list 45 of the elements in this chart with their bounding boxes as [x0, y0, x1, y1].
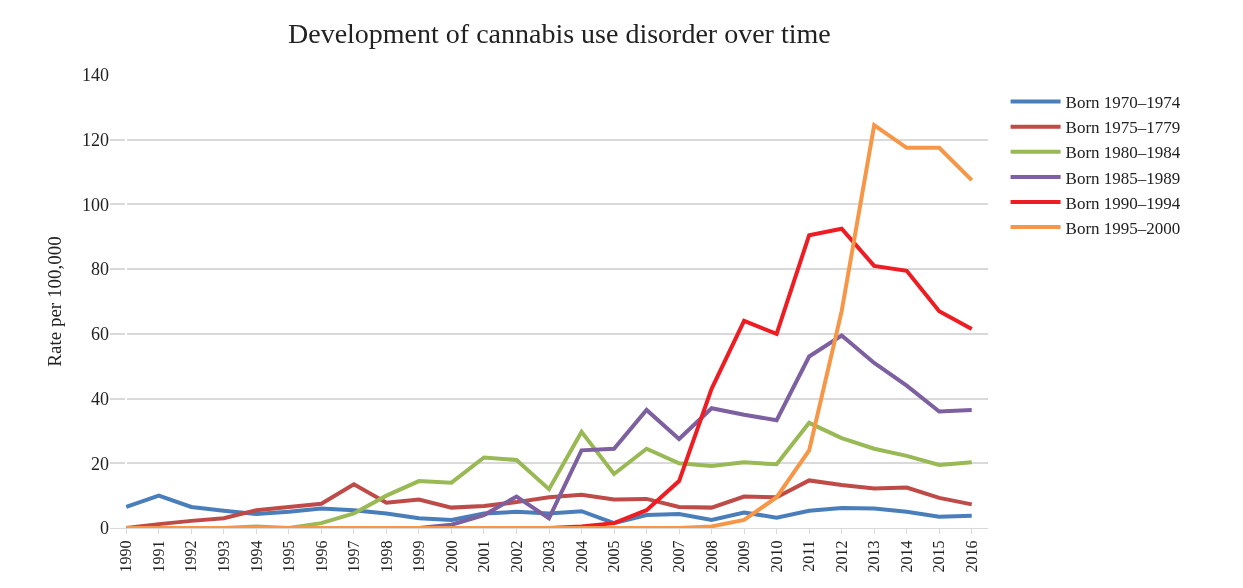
- x-tick-label: 2002: [507, 540, 525, 573]
- x-tick-label: 2000: [442, 540, 460, 573]
- y-tick-label: 40: [91, 388, 109, 409]
- x-tick-label: 2006: [637, 540, 655, 573]
- x-tick-label: 2016: [962, 540, 980, 573]
- x-tick-label: 1991: [149, 540, 167, 573]
- legend-label: Born 1980–1984: [1065, 143, 1181, 163]
- line-series: [124, 493, 974, 526]
- x-tick-label: 2012: [832, 540, 850, 573]
- legend-label: Born 1975–1779: [1065, 118, 1181, 138]
- y-tick-label: 0: [100, 518, 109, 539]
- x-tick-label: 2005: [605, 540, 623, 573]
- x-tick-label: 2009: [735, 540, 753, 573]
- y-tick-label: 120: [82, 130, 109, 151]
- y-tick-label: 80: [91, 259, 109, 280]
- x-tick-label: 1993: [215, 540, 233, 573]
- x-tick-label: 2004: [572, 540, 590, 573]
- y-tick-label: 60: [91, 324, 109, 345]
- legend-label: Born 1985–1989: [1065, 168, 1181, 188]
- x-tick-label: 1999: [410, 540, 428, 573]
- x-tick-label: 1990: [117, 540, 135, 573]
- x-tick-label: 1998: [377, 540, 395, 573]
- x-tick-label: 1996: [312, 540, 330, 573]
- x-tick-label: 2003: [540, 540, 558, 573]
- y-tick-label: 140: [82, 65, 109, 86]
- x-tick-label: 2015: [930, 540, 948, 573]
- x-tick-label: 1995: [280, 540, 298, 573]
- line-series: [124, 123, 974, 528]
- x-tick-label: 1994: [247, 540, 265, 573]
- x-tick-label: 2010: [767, 540, 785, 573]
- x-tick-label: 1997: [345, 540, 363, 573]
- legend-label: Born 1995–2000: [1065, 218, 1181, 238]
- x-tick-label: 2011: [800, 540, 818, 572]
- x-tick-label: 1992: [182, 540, 200, 573]
- y-tick-label: 100: [82, 194, 109, 215]
- y-tick-label: 20: [91, 453, 109, 474]
- x-tick-label: 2014: [897, 540, 915, 573]
- y-axis-title: Rate per 100,000: [43, 236, 65, 367]
- x-tick-label: 2013: [865, 540, 883, 573]
- legend-label: Born 1970–1974: [1065, 93, 1181, 113]
- x-tick-label: 2008: [702, 540, 720, 573]
- chart-title: Development of cannabis use disorder over time: [287, 18, 831, 50]
- x-tick-label: 2001: [475, 540, 493, 573]
- x-tick-label: 2007: [670, 540, 688, 573]
- legend-label: Born 1990–1994: [1065, 193, 1181, 213]
